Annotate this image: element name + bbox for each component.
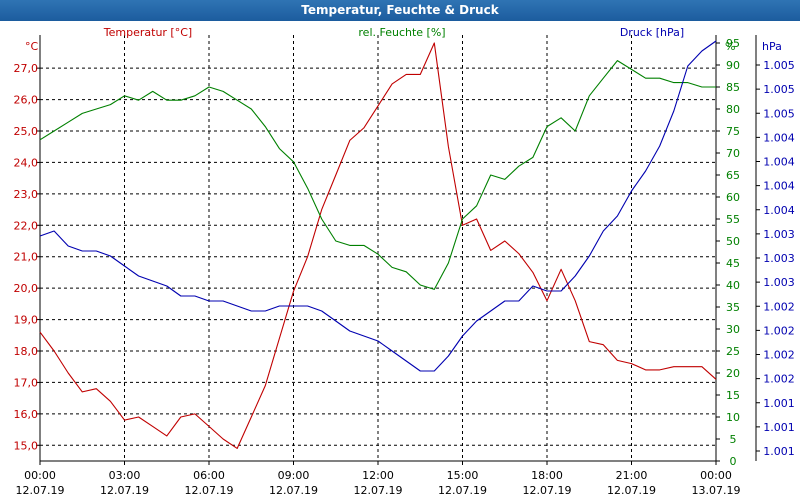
humidity-line xyxy=(39,60,716,290)
x-tick-date: 12.07.19 xyxy=(438,484,487,497)
humidity-tick-label: 40 xyxy=(726,279,740,292)
x-tick-time: 21:00 xyxy=(616,469,648,482)
humidity-tick-label: 65 xyxy=(726,169,740,182)
pressure-tick-label: 1.004 xyxy=(763,131,795,144)
pressure-legend: Druck [hPa] xyxy=(620,26,684,39)
temp-tick-label: 22,0 xyxy=(14,219,39,232)
x-tick-time: 03:00 xyxy=(109,469,141,482)
humidity-tick-label: 0 xyxy=(730,455,737,468)
x-tick-time: 06:00 xyxy=(193,469,225,482)
pressure-tick-label: 1.003 xyxy=(763,228,795,241)
temp-tick-label: 25,0 xyxy=(14,125,39,138)
x-tick-time: 09:00 xyxy=(278,469,310,482)
temp-tick-label: 15,0 xyxy=(14,439,39,452)
pressure-tick-label: 1.004 xyxy=(763,180,795,193)
temp-tick-label: 19,0 xyxy=(14,314,39,327)
pressure-tick-label: 1.003 xyxy=(763,276,795,289)
pressure-tick-label: 1.004 xyxy=(763,204,795,217)
grid-lines xyxy=(40,35,716,461)
x-tick-date: 12.07.19 xyxy=(185,484,234,497)
humidity-tick-label: 70 xyxy=(726,147,740,160)
time-axis-ticks: 00:00 12.07.19 03:00 12.07.19 06:00 12.07.19 0… xyxy=(16,461,741,497)
humidity-tick-label: 75 xyxy=(726,125,740,138)
x-tick-date: 12.07.19 xyxy=(354,484,403,497)
x-tick-date: 13.07.19 xyxy=(692,484,741,497)
humidity-tick-label: 20 xyxy=(726,367,740,380)
humidity-tick-label: 25 xyxy=(726,345,740,358)
series-lines xyxy=(39,40,717,449)
temp-tick-label: 24,0 xyxy=(14,156,39,169)
pressure-unit-label: hPa xyxy=(762,40,782,53)
humidity-tick-label: 30 xyxy=(726,323,740,336)
humidity-axis-ticks: 0 5 10 15 20 25 30 35 40 45 50 55 60 65 70 75 80 85 90 95 xyxy=(716,37,740,468)
pressure-tick-label: 1.005 xyxy=(763,107,795,120)
pressure-tick-label: 1.002 xyxy=(763,373,795,386)
humidity-tick-label: 80 xyxy=(726,103,740,116)
temperature-legend: Temperatur [°C] xyxy=(103,26,192,39)
chart-title: Temperatur, Feuchte & Druck xyxy=(0,0,800,21)
x-tick-time: 18:00 xyxy=(531,469,563,482)
humidity-tick-label: 35 xyxy=(726,301,740,314)
x-tick-date: 12.07.19 xyxy=(269,484,318,497)
humidity-tick-label: 10 xyxy=(726,411,740,424)
pressure-axis-ticks: 1.001 1.001 1.001 1.002 1.002 1.002 1.002 1.003… xyxy=(755,35,795,461)
temperature-unit-label: °C xyxy=(25,40,39,53)
humidity-tick-label: 85 xyxy=(726,81,740,94)
x-tick-time: 15:00 xyxy=(447,469,479,482)
pressure-tick-label: 1.004 xyxy=(763,156,795,169)
pressure-tick-label: 1.005 xyxy=(763,59,795,72)
temp-tick-label: 21,0 xyxy=(14,251,39,264)
x-tick-time: 00:00 xyxy=(700,469,732,482)
temp-tick-label: 27,0 xyxy=(14,62,39,75)
x-tick-date: 12.07.19 xyxy=(607,484,656,497)
pressure-tick-label: 1.002 xyxy=(763,324,795,337)
temp-tick-label: 23,0 xyxy=(14,188,39,201)
humidity-tick-label: 50 xyxy=(726,235,740,248)
pressure-tick-label: 1.002 xyxy=(763,349,795,362)
pressure-tick-label: 1.001 xyxy=(763,445,795,458)
humidity-tick-label: 60 xyxy=(726,191,740,204)
temp-tick-label: 16,0 xyxy=(14,408,39,421)
humidity-tick-label: 45 xyxy=(726,257,740,270)
temperature-line xyxy=(39,42,717,449)
temp-tick-label: 18,0 xyxy=(14,345,39,358)
humidity-tick-label: 55 xyxy=(726,213,740,226)
humidity-tick-label: 95 xyxy=(726,37,740,50)
pressure-tick-label: 1.001 xyxy=(763,421,795,434)
x-tick-time: 00:00 xyxy=(24,469,56,482)
pressure-tick-label: 1.002 xyxy=(763,300,795,313)
x-tick-time: 12:00 xyxy=(362,469,394,482)
humidity-tick-label: 15 xyxy=(726,389,740,402)
pressure-tick-label: 1.005 xyxy=(763,83,795,96)
temp-tick-label: 20,0 xyxy=(14,282,39,295)
x-tick-date: 12.07.19 xyxy=(16,484,65,497)
humidity-tick-label: 5 xyxy=(730,433,737,446)
pressure-tick-label: 1.001 xyxy=(763,397,795,410)
temperature-axis-ticks: 15,0 16,0 17,0 18,0 19,0 20,0 21,0 22,0 23,0 24,0… xyxy=(14,62,40,452)
humidity-tick-label: 90 xyxy=(726,59,740,72)
humidity-unit-label: % xyxy=(725,40,735,53)
temp-tick-label: 17,0 xyxy=(14,376,39,389)
temp-tick-label: 26,0 xyxy=(14,94,39,107)
humidity-legend: rel. Feuchte [%] xyxy=(358,26,445,39)
x-tick-date: 12.07.19 xyxy=(100,484,149,497)
pressure-line xyxy=(39,40,717,372)
pressure-tick-label: 1.003 xyxy=(763,252,795,265)
x-tick-date: 12.07.19 xyxy=(523,484,572,497)
